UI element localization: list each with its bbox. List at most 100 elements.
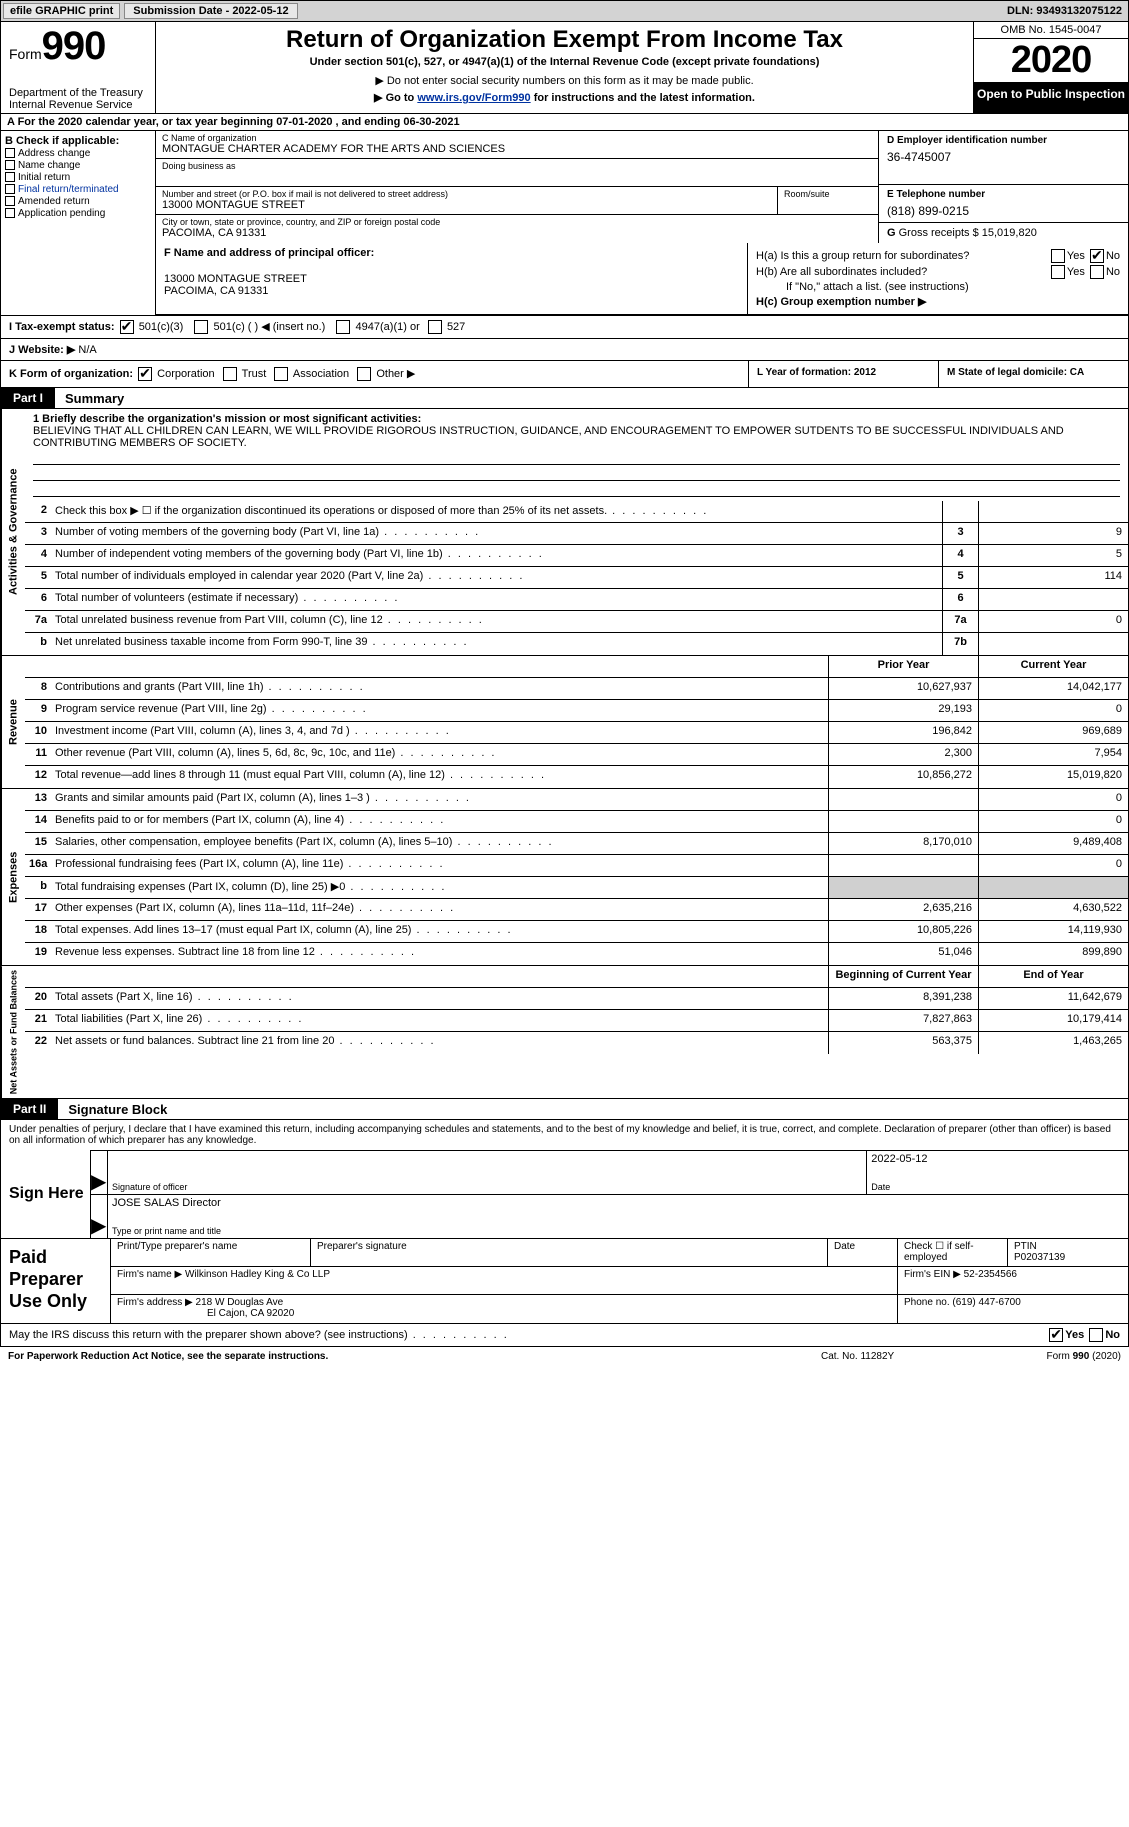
sig-arrow-icon: ▶ [91, 1151, 107, 1194]
h-b: H(b) Are all subordinates included? Yes … [756, 265, 1120, 279]
sub3-post: for instructions and the latest informat… [531, 92, 755, 104]
part-i-header: Part I Summary [0, 388, 1129, 409]
chk-initial-return[interactable]: Initial return [5, 172, 151, 183]
chk-name-change[interactable]: Name change [5, 160, 151, 171]
mission-block: 1 Briefly describe the organization's mi… [25, 409, 1128, 501]
summary-line: 7aTotal unrelated business revenue from … [25, 611, 1128, 633]
summary-line: bNet unrelated business taxable income f… [25, 633, 1128, 655]
chk-corp[interactable] [138, 367, 152, 381]
org-name-lbl: C Name of organization [162, 133, 872, 143]
prep-self[interactable]: Check ☐ if self-employed [898, 1239, 1008, 1266]
tax-year: 2020 [974, 39, 1128, 83]
row-j: J Website: ▶ N/A [0, 339, 1129, 361]
vert-net: Net Assets or Fund Balances [1, 966, 25, 1098]
chk-527[interactable] [428, 320, 442, 334]
row-a-tax-year: A For the 2020 calendar year, or tax yea… [0, 114, 1129, 131]
chk-501c[interactable] [194, 320, 208, 334]
sign-here: Sign Here [1, 1150, 91, 1238]
footer: For Paperwork Reduction Act Notice, see … [0, 1347, 1129, 1366]
summary-line: 18Total expenses. Add lines 13–17 (must … [25, 921, 1128, 943]
h-c: H(c) Group exemption number ▶ [756, 295, 1120, 308]
officer-name: JOSE SALAS Director Type or print name a… [107, 1195, 1128, 1238]
summary-line: 16aProfessional fundraising fees (Part I… [25, 855, 1128, 877]
addr-lbl: Number and street (or P.O. box if mail i… [162, 189, 771, 199]
firm-name: Firm's name ▶ Wilkinson Hadley King & Co… [111, 1267, 898, 1294]
chk-address-change[interactable]: Address change [5, 148, 151, 159]
form-title: Return of Organization Exempt From Incom… [162, 26, 967, 54]
chk-amended[interactable]: Amended return [5, 196, 151, 207]
header-left: Form990 Department of the Treasury Inter… [1, 22, 156, 113]
summary-line: 20Total assets (Part X, line 16)8,391,23… [25, 988, 1128, 1010]
col-b-header: B Check if applicable: [5, 135, 151, 147]
header-right: OMB No. 1545-0047 2020 Open to Public In… [973, 22, 1128, 113]
summary-line: 11Other revenue (Part VIII, column (A), … [25, 744, 1128, 766]
cat-no: Cat. No. 11282Y [821, 1351, 971, 1362]
rev-header: Prior Year Current Year [25, 656, 1128, 678]
officer-sig[interactable]: Signature of officer [107, 1151, 866, 1194]
sig-arrow-icon-2: ▶ [91, 1195, 107, 1238]
summary-line: 22Net assets or fund balances. Subtract … [25, 1032, 1128, 1054]
vert-expenses: Expenses [1, 789, 25, 965]
paperwork-notice: For Paperwork Reduction Act Notice, see … [8, 1351, 821, 1362]
hb-lbl: H(b) Are all subordinates included? [756, 266, 1045, 278]
chk-4947[interactable] [336, 320, 350, 334]
chk-app-pending[interactable]: Application pending [5, 208, 151, 219]
gross-val: Gross receipts $ 15,019,820 [899, 227, 1037, 239]
chk-other[interactable] [357, 367, 371, 381]
efile-graphic-btn[interactable]: efile GRAPHIC print [3, 3, 120, 19]
k-lbl: K Form of organization: [9, 368, 133, 380]
current-year-hdr: Current Year [978, 656, 1128, 677]
form-footer: Form 990 (2020) [971, 1351, 1121, 1362]
chk-final-return[interactable]: Final return/terminated [5, 184, 151, 195]
prep-ptin: PTINP02037139 [1008, 1239, 1128, 1266]
part-i-label: Part I [1, 388, 55, 408]
city-cell: City or town, state or province, country… [156, 215, 878, 243]
net-header: Beginning of Current Year End of Year [25, 966, 1128, 988]
prep-name: Print/Type preparer's name [111, 1239, 311, 1266]
f-lbl: F Name and address of principal officer: [164, 247, 739, 259]
chk-501c3[interactable] [120, 320, 134, 334]
summary-line: 17Other expenses (Part IX, column (A), l… [25, 899, 1128, 921]
preparer-block: Paid Preparer Use Only Print/Type prepar… [0, 1239, 1129, 1324]
prep-sig: Preparer's signature [311, 1239, 828, 1266]
part-ii-title: Signature Block [58, 1102, 167, 1117]
hb-yes-chk[interactable] [1051, 265, 1065, 279]
subtitle-3: ▶ Go to www.irs.gov/Form990 for instruct… [162, 91, 967, 104]
header-mid: Return of Organization Exempt From Incom… [156, 22, 973, 113]
firm-ein: Firm's EIN ▶ 52-2354566 [898, 1267, 1128, 1294]
dln: DLN: 93493132075122 [1007, 5, 1122, 17]
summary-line: 5Total number of individuals employed in… [25, 567, 1128, 589]
chk-assoc[interactable] [274, 367, 288, 381]
ha-no-chk[interactable] [1090, 249, 1104, 263]
form-header: Form990 Department of the Treasury Inter… [0, 22, 1129, 114]
discuss-no-chk[interactable] [1089, 1328, 1103, 1342]
summary-line: 6Total number of volunteers (estimate if… [25, 589, 1128, 611]
dept-treasury: Department of the Treasury Internal Reve… [9, 87, 151, 111]
f-addr1: 13000 MONTAGUE STREET [164, 273, 739, 285]
exp-section: Expenses 13Grants and similar amounts pa… [0, 789, 1129, 966]
sub3-pre: ▶ Go to [374, 92, 417, 104]
discuss-yes-chk[interactable] [1049, 1328, 1063, 1342]
dba-cell: Doing business as [156, 159, 878, 187]
prep-row-1: Print/Type preparer's name Preparer's si… [111, 1239, 1128, 1267]
row-i: I Tax-exempt status: 501(c)(3) 501(c) ( … [0, 316, 1129, 339]
ha-yes-chk[interactable] [1051, 249, 1065, 263]
summary-line: 21Total liabilities (Part X, line 26)7,8… [25, 1010, 1128, 1032]
i-lbl: I Tax-exempt status: [9, 321, 115, 333]
perjury-decl: Under penalties of perjury, I declare th… [1, 1120, 1128, 1150]
part-ii-label: Part II [1, 1099, 58, 1119]
signature-block: Under penalties of perjury, I declare th… [0, 1120, 1129, 1239]
irs-link[interactable]: www.irs.gov/Form990 [417, 92, 530, 104]
net-section: Net Assets or Fund Balances Beginning of… [0, 966, 1129, 1099]
room-lbl: Room/suite [784, 189, 872, 199]
room-cell: Room/suite [778, 187, 878, 215]
row-k: K Form of organization: Corporation Trus… [0, 361, 1129, 388]
j-val: N/A [78, 344, 96, 356]
part-ii-header: Part II Signature Block [0, 1099, 1129, 1120]
org-name: MONTAGUE CHARTER ACADEMY FOR THE ARTS AN… [162, 143, 872, 155]
hb-no-chk[interactable] [1090, 265, 1104, 279]
subtitle-2: ▶ Do not enter social security numbers o… [162, 74, 967, 87]
form-number: Form990 [9, 24, 151, 69]
mission-lbl: 1 Briefly describe the organization's mi… [33, 413, 1120, 425]
chk-trust[interactable] [223, 367, 237, 381]
